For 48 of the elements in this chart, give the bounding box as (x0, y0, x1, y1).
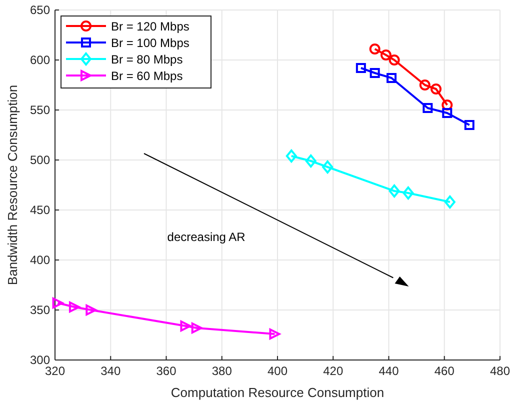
point (419, 80, 430, 90)
y-tick-label: 300 (30, 353, 50, 367)
annotation: decreasing AR (167, 230, 246, 244)
point (68, 302, 80, 312)
point (388, 184, 400, 198)
x-tick-label: 440 (378, 364, 400, 378)
point (191, 322, 202, 334)
legend-label: Br = 60 Mbps (111, 69, 183, 83)
x-tick-label: 380 (212, 364, 232, 378)
point (464, 120, 474, 130)
point (269, 328, 280, 340)
point (422, 103, 433, 113)
x-tick-label: 400 (267, 364, 288, 378)
point (52, 298, 64, 308)
point (386, 73, 397, 83)
point (369, 44, 380, 54)
x-tick-label: 420 (323, 364, 344, 378)
y-tick-label: 450 (30, 203, 50, 217)
y-tick-label: 500 (30, 153, 50, 167)
x-tick-label: 340 (100, 364, 121, 378)
point (402, 186, 414, 200)
point (322, 160, 334, 174)
point (305, 154, 316, 168)
point (430, 84, 442, 94)
point (380, 50, 392, 60)
x-axis-title: Computation Resource Consumption (170, 385, 384, 400)
y-tick-label: 550 (30, 103, 50, 117)
point (356, 63, 366, 73)
point (442, 108, 452, 118)
point (370, 68, 380, 78)
y-tick-label: 600 (30, 53, 50, 67)
point (86, 304, 97, 316)
point (442, 100, 453, 110)
point (180, 320, 192, 332)
legend-label: Br = 80 Mbps (111, 52, 183, 66)
point (444, 196, 456, 208)
y-tick-label: 400 (30, 253, 50, 267)
x-tick-label: 480 (490, 364, 510, 378)
legend-label: Br = 120 Mbps (111, 20, 190, 34)
legend-label: Br = 100 Mbps (111, 36, 190, 50)
y-tick-label: 350 (30, 303, 50, 317)
point (388, 54, 400, 66)
y-tick-label: 650 (30, 3, 50, 17)
point (286, 150, 297, 162)
x-tick-label: 460 (434, 364, 455, 378)
x-tick-label: 320 (44, 364, 66, 378)
x-tick-label: 360 (156, 364, 177, 378)
y-axis-title: Bandwidth Resource Consumption (5, 84, 20, 286)
